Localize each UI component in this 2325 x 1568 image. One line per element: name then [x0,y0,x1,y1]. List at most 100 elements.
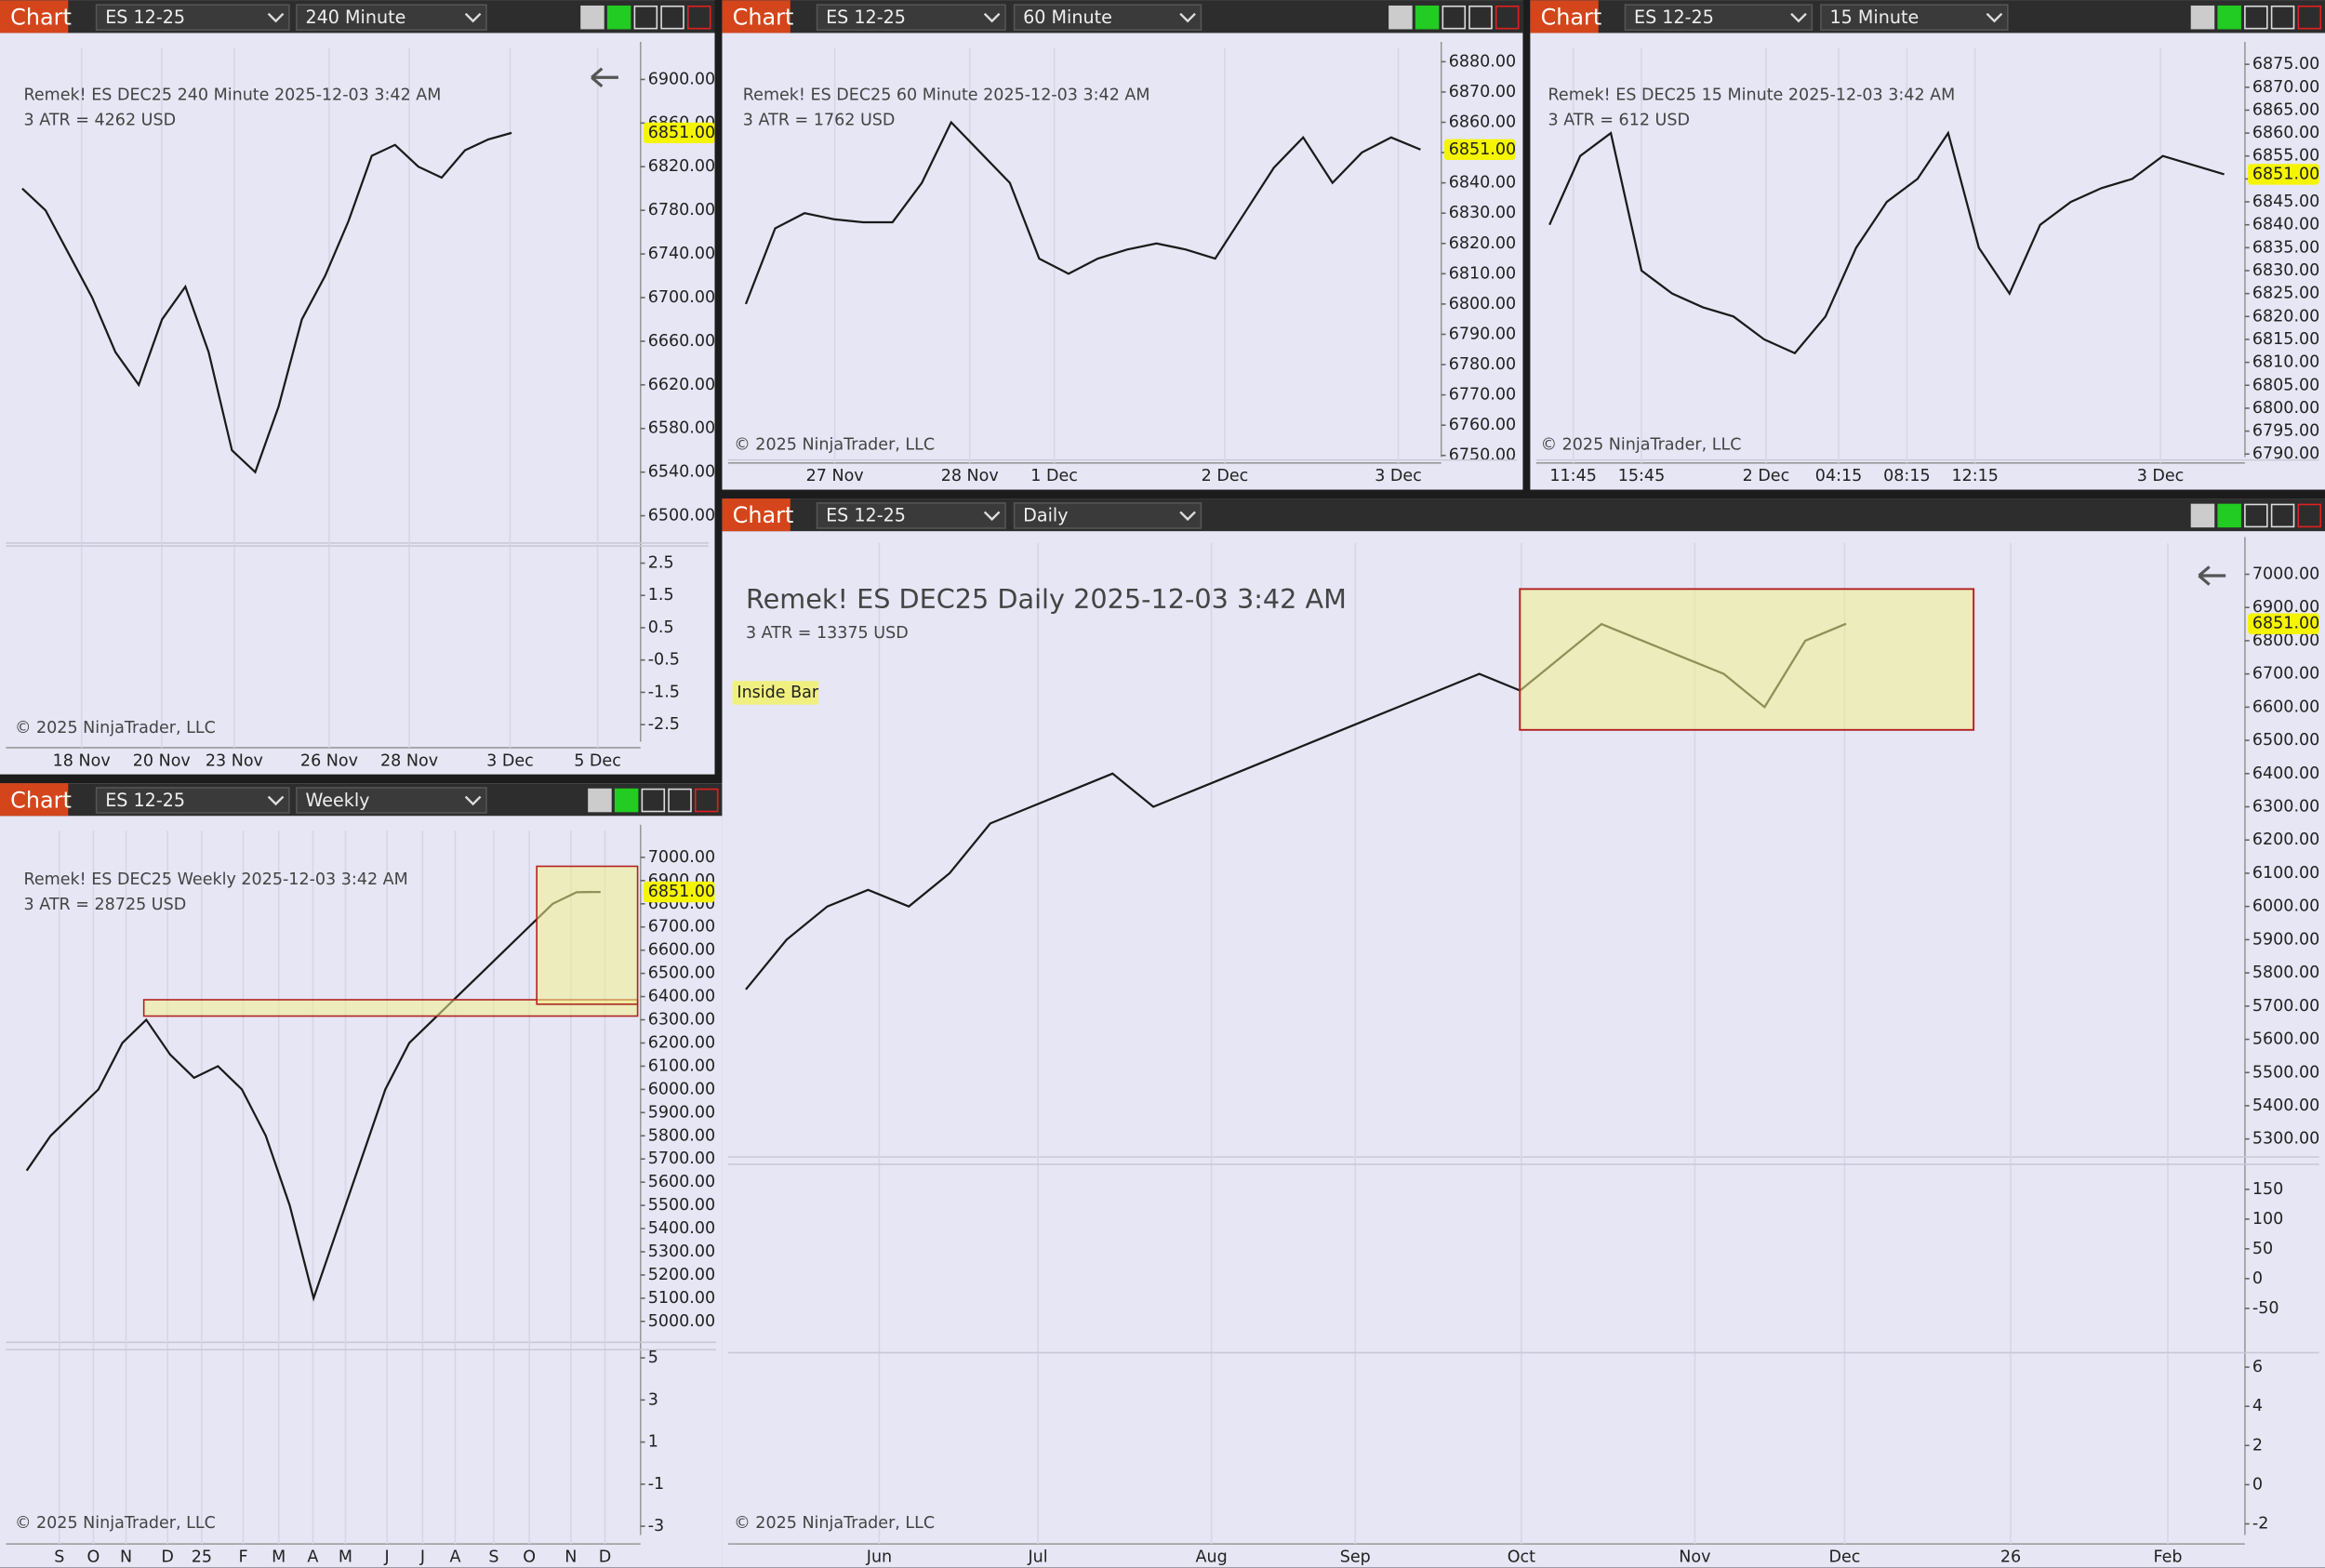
window-button[interactable] [2297,5,2322,30]
x-tick-label: 3 Dec [1375,467,1422,485]
interval-dropdown[interactable] [1013,4,1202,32]
window-button[interactable] [1495,5,1520,30]
x-tick-label: S [54,1548,64,1566]
y-tick-label: -1 [648,1475,664,1494]
back-arrow[interactable] [591,67,618,88]
window-button[interactable] [668,788,692,813]
back-arrow[interactable] [2198,565,2226,586]
symbol-dropdown[interactable] [1624,4,1814,32]
range-box [142,999,639,1017]
x-tick-label: J [419,1548,425,1566]
window-button[interactable] [1388,5,1413,30]
range-box [1519,588,1975,731]
dropdown-caret [1986,12,2003,23]
x-tick-label: 27 Nov [806,467,864,485]
x-tick-label: J [384,1548,390,1566]
window-button[interactable] [641,788,666,813]
window-button[interactable] [2244,503,2268,528]
x-tick-label: Oct [1508,1548,1535,1566]
window-button[interactable] [580,5,604,30]
y-tick-label: -0.5 [648,651,680,670]
x-tick-label: 08:15 [1883,467,1930,485]
window-button[interactable] [633,5,658,30]
chart-tab[interactable] [0,783,69,817]
window-button[interactable] [660,5,684,30]
y-tick-label: 6900.00 [2252,598,2319,617]
x-tick-label: 15:45 [1618,467,1665,485]
copyright: © 2025 NinjaTrader, LLC [734,436,935,455]
x-tick-label: A [307,1548,318,1566]
y-tick-label: 5300.00 [648,1242,715,1261]
y-tick-label: 6830.00 [1449,204,1516,222]
window-button[interactable] [1468,5,1493,30]
symbol-dropdown[interactable] [95,787,290,814]
y-tick-label: 150 [2252,1180,2283,1199]
x-tick-label: N [565,1548,577,1566]
y-tick-label: 6815.00 [2252,330,2319,349]
window-button[interactable] [2270,503,2295,528]
x-tick-label: Nov [1679,1548,1710,1566]
x-tick-label: 04:15 [1815,467,1862,485]
chart-tab[interactable] [0,0,69,33]
window-button[interactable] [2217,503,2241,528]
y-tick-label: 6620.00 [648,376,715,394]
window-button[interactable] [606,5,631,30]
interval-dropdown[interactable] [1820,4,2009,32]
y-tick-label: 6770.00 [1449,386,1516,405]
x-tick-label: 2 Dec [1743,467,1790,485]
chart-tab[interactable] [722,498,790,532]
window-button[interactable] [2297,503,2322,528]
y-tick-label: 5600.00 [2252,1030,2319,1049]
window-button[interactable] [694,788,719,813]
y-tick-label: 6760.00 [1449,416,1516,434]
chart-info: Remek! ES DEC25 240 Minute 2025-12-03 3:… [24,86,442,104]
window-button[interactable] [2244,5,2268,30]
window-button[interactable] [2190,5,2215,30]
x-tick-label: 28 Nov [380,751,438,770]
window-button[interactable] [686,5,711,30]
chart-tab[interactable] [1530,0,1599,33]
interval-dropdown[interactable] [1013,502,1202,529]
symbol-dropdown[interactable] [816,4,1006,32]
interval-label: 240 Minute [305,7,405,28]
y-tick-label: 6580.00 [648,419,715,438]
y-tick-label: 2 [2252,1436,2263,1455]
y-tick-label: 6500.00 [648,507,715,525]
x-tick-label: 12:15 [1951,467,1998,485]
y-tick-label: 6300.00 [2252,798,2319,817]
copyright: © 2025 NinjaTrader, LLC [15,1514,216,1533]
symbol-label: ES 12-25 [826,505,906,526]
window-button[interactable] [2217,5,2241,30]
chart-tab[interactable] [722,0,790,33]
window-button[interactable] [1442,5,1467,30]
window-button[interactable] [2270,5,2295,30]
y-tick-label: 6790.00 [2252,445,2319,463]
window-button[interactable] [614,788,639,813]
x-tick-label: 11:45 [1549,467,1596,485]
y-tick-label: 6840.00 [2252,216,2319,234]
last-price-label: 6851.00 [648,883,715,901]
y-tick-label: 6200.00 [2252,831,2319,849]
window-button[interactable] [2190,503,2215,528]
y-tick-label: 6870.00 [1449,83,1516,101]
dropdown-caret [267,795,285,806]
y-tick-label: 5700.00 [648,1149,715,1168]
y-tick-label: 6805.00 [2252,376,2319,394]
y-tick-label: 5200.00 [648,1266,715,1284]
symbol-dropdown[interactable] [95,4,290,32]
interval-dropdown[interactable] [296,787,487,814]
window-button[interactable] [1415,5,1440,30]
symbol-dropdown[interactable] [816,502,1006,529]
x-tick-label: A [449,1548,460,1566]
chart-info: Remek! ES DEC25 60 Minute 2025-12-03 3:4… [743,86,1150,104]
y-tick-label: 6100.00 [2252,864,2319,883]
x-tick-label: 23 Nov [206,751,263,770]
y-tick-label: 6860.00 [2252,124,2319,142]
window-button[interactable] [588,788,612,813]
y-tick-label: -2 [2252,1515,2268,1534]
symbol-label: ES 12-25 [826,7,906,28]
chart-tab-label: Chart [1541,4,1602,30]
chart-panel [0,0,715,775]
interval-label: 15 Minute [1829,7,1919,28]
interval-dropdown[interactable] [296,4,487,32]
